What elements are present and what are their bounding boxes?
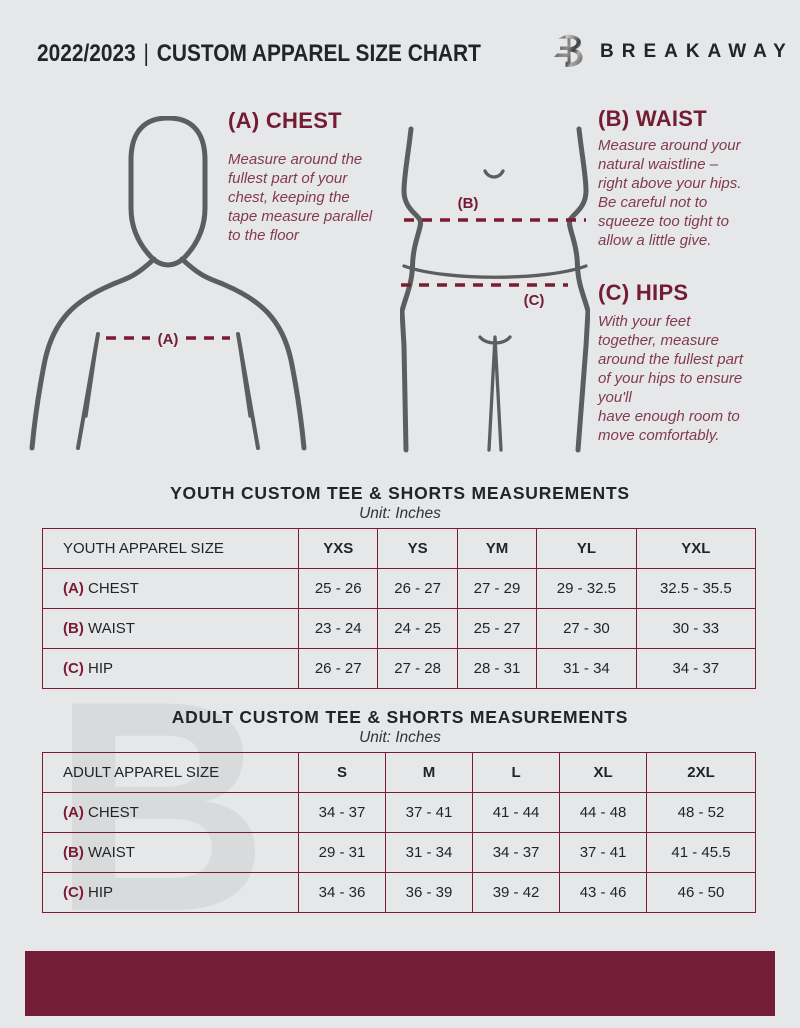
svg-text:(B): (B) [458, 195, 479, 212]
svg-text:(A): (A) [158, 331, 179, 348]
svg-text:(C): (C) [524, 292, 545, 309]
